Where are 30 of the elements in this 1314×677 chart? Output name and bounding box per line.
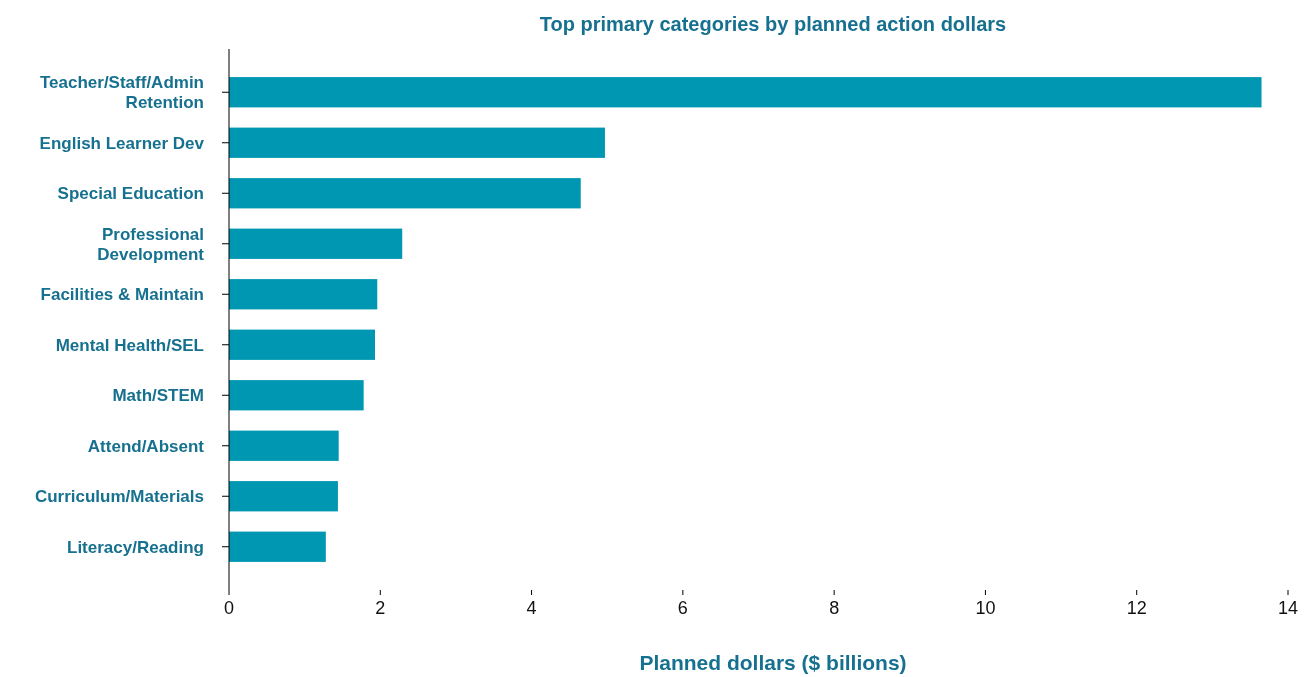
x-tick-label: 10 bbox=[975, 598, 996, 618]
bar bbox=[229, 127, 605, 158]
y-tick-label: Teacher/Staff/Admin Retention bbox=[39, 72, 204, 112]
chart-title: Top primary categories by planned action dollars bbox=[539, 13, 1007, 35]
bar bbox=[229, 380, 364, 411]
y-tick-label: Literacy/Reading bbox=[67, 537, 204, 557]
x-tick-label: 14 bbox=[1277, 598, 1299, 618]
y-tick-label: Professional Development bbox=[97, 224, 205, 264]
bar bbox=[229, 178, 581, 209]
y-tick-label: Special Education bbox=[57, 183, 204, 203]
bar bbox=[229, 481, 338, 512]
y-tick-label: Math/STEM bbox=[112, 385, 204, 405]
y-tick-label: Facilities & Maintain bbox=[40, 284, 204, 304]
x-tick-label: 8 bbox=[829, 598, 840, 618]
bar bbox=[229, 430, 339, 461]
y-tick-label: Curriculum/Materials bbox=[34, 486, 204, 506]
x-tick-label: 0 bbox=[223, 598, 235, 618]
bar bbox=[229, 531, 326, 562]
y-tick-label: Mental Health/SEL bbox=[55, 335, 204, 355]
bar bbox=[229, 279, 378, 310]
y-tick-label: English Learner Dev bbox=[39, 133, 205, 153]
x-axis-title: Planned dollars ($ billions) bbox=[639, 650, 907, 674]
bar bbox=[229, 329, 375, 360]
x-tick-label: 6 bbox=[677, 598, 688, 618]
bar bbox=[229, 228, 403, 259]
bar bbox=[229, 77, 1262, 108]
x-tick-label: 4 bbox=[526, 598, 537, 618]
y-tick-label: Attend/Absent bbox=[87, 436, 205, 456]
x-tick-label: 12 bbox=[1126, 598, 1147, 618]
x-tick-label: 2 bbox=[375, 598, 386, 618]
